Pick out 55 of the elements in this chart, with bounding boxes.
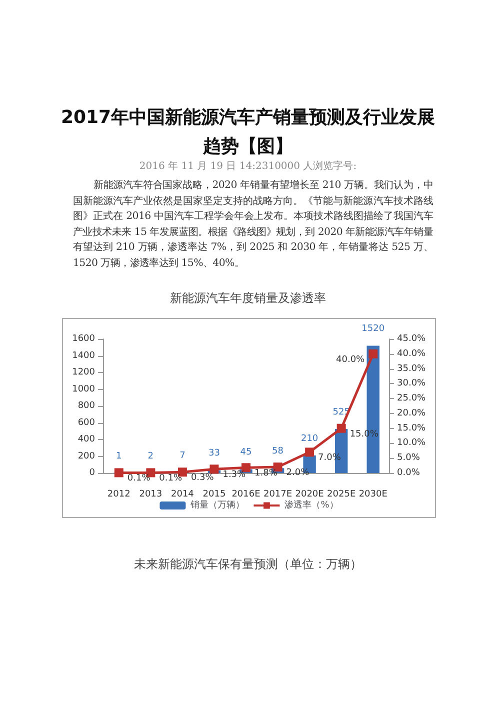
- data-label: 0.1%: [159, 474, 182, 484]
- chart-subtitle: 2016 年 11 月 19 日 14:2310000 人浏览字号:: [138, 160, 358, 173]
- x-tick-label: 2015: [202, 490, 226, 500]
- y-tick-label: 200: [78, 451, 96, 462]
- y2-tick-label: 10.0%: [397, 438, 426, 448]
- y-tick-label: 1600: [72, 334, 96, 344]
- x-tick-label: 2014: [170, 490, 194, 500]
- data-label: 1: [116, 451, 122, 462]
- y2-tick-label: 15.0%: [397, 423, 426, 434]
- data-label: 58: [272, 446, 284, 457]
- y-tick-label: 0: [89, 468, 96, 478]
- data-label: 210: [300, 434, 318, 444]
- x-tick-label: 2017E: [263, 490, 292, 500]
- text: 未来新能源汽车保有量预测（单位：万辆）: [133, 556, 363, 573]
- point: [305, 448, 314, 457]
- point: [114, 468, 124, 478]
- y-tick-label: 600: [78, 418, 96, 428]
- x-tick-label: 2016E: [232, 490, 261, 500]
- data-label: 1.8%: [254, 468, 278, 479]
- y2-tick-label: 20.0%: [397, 408, 426, 418]
- x-tick-label: 2030E: [358, 490, 388, 500]
- data-label: 45: [240, 448, 252, 458]
- y-tick-label: 800: [78, 401, 96, 411]
- point: [368, 349, 378, 358]
- data-label: 2.0%: [286, 468, 310, 478]
- y2-tick-label: 40.0%: [397, 348, 426, 359]
- data-label: 1520: [362, 324, 385, 334]
- y2-tick-label: 5.0%: [397, 453, 420, 464]
- y-tick-label: 1000: [72, 384, 96, 394]
- data-label: 0.1%: [127, 474, 151, 484]
- y-tick-label: 400: [78, 434, 96, 444]
- data-label: 2: [148, 451, 154, 462]
- y2-tick-label: 35.0%: [397, 364, 426, 374]
- data-label: 33: [208, 448, 220, 459]
- data-label: 40.0%: [336, 354, 366, 365]
- x-tick-label: 2013: [139, 490, 162, 500]
- point: [336, 424, 346, 433]
- x-tick-label: 2020E: [295, 490, 324, 500]
- data-label: 7: [180, 450, 186, 461]
- legend-label: 销量（万辆）: [190, 500, 245, 510]
- point: [210, 464, 219, 474]
- data-label: 0.3%: [190, 473, 214, 484]
- data-label: 1.3%: [222, 470, 246, 480]
- text: 新能源汽车符合国家战略，2020 年销量有望增长至 210 万辆。我们认为，中国新能源汽车产业依然是国家坚定支持的战略方向。《节能与新能源汽车技术路线图》正式在 2016 中国汽车工程学会年会上发布。本项技术路线图描绘了我国汽车产业技术未来 15 年发展蓝图。根据《路线图》规划，到 2020 年新能源汽车年销量有望达到 210 万辆，渗透率达 7%，到 2025 和 2030 年，年销量将达 525 万、1520 万辆，渗透率达到 15%、40%。: [73, 178, 433, 270]
- text: 新能源汽车年度销量及渗透率: [169, 290, 327, 307]
- legend-label: 渗透率（%）: [284, 500, 338, 510]
- x-tick-label: 2025E: [327, 490, 356, 500]
- y2-tick-label: 0.0%: [397, 468, 420, 478]
- y2-tick-label: 45.0%: [397, 334, 426, 344]
- chart-title: 2017年中国新能源汽车产销量预测及行业发展趋势【图】: [60, 106, 436, 159]
- x-tick-label: 2012: [107, 490, 130, 500]
- y2-tick-label: 30.0%: [397, 378, 426, 389]
- y2-tick-label: 25.0%: [397, 394, 426, 404]
- y-tick-label: 1200: [72, 368, 96, 378]
- y-tick-label: 1400: [72, 350, 96, 361]
